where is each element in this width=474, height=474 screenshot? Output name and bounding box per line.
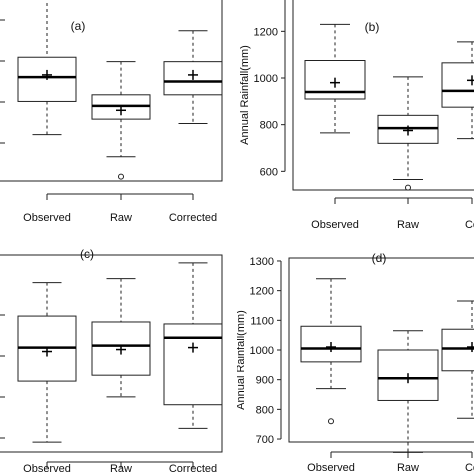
- y-tick-label: 700: [256, 434, 274, 446]
- x-tick-label: Observed: [23, 463, 71, 474]
- x-tick-label: Co: [465, 219, 474, 231]
- iqr-box: [441, 62, 474, 108]
- y-tick-label: 1200: [250, 286, 274, 298]
- outlier-point: [405, 184, 411, 191]
- panel-content: Observed Raw Corrected (a): [0, 0, 223, 224]
- y-tick-label: 800: [260, 120, 278, 132]
- outlier-point: [118, 173, 124, 180]
- y-tick-label: 1100: [250, 315, 274, 327]
- panel-content: Observed Raw Corrected (c): [0, 247, 223, 474]
- x-tick-label: Observed: [311, 219, 359, 231]
- y-tick-label: 900: [256, 375, 274, 387]
- x-tick-label: Observed: [23, 212, 71, 224]
- box-observed: [17, 282, 77, 443]
- box-co: [441, 41, 474, 140]
- x-tick-label: Corrected: [169, 212, 217, 224]
- x-tick-label: Raw: [110, 463, 132, 474]
- y-tick-label: 1300: [250, 256, 274, 268]
- panel-c: Observed Raw Corrected (c): [0, 247, 223, 474]
- panel-d: 700 800 900 1000 1100 1200 1300 Annual Rainfall…: [235, 251, 474, 474]
- panel-label: (c): [80, 247, 94, 261]
- box-corrected: [163, 262, 223, 429]
- panel-label: (d): [372, 251, 387, 265]
- panel-content: 600800100012001400Annual Rainfall(mm)Obs…: [239, 0, 474, 231]
- box-raw: [91, 61, 151, 180]
- y-tick-label: 1000: [254, 73, 278, 85]
- box-raw: [91, 278, 151, 398]
- panel-b: 600800100012001400Annual Rainfall(mm)Obs…: [239, 0, 474, 231]
- panel-label: (a): [71, 19, 86, 33]
- y-tick-label: 1200: [254, 26, 278, 38]
- plot-frame: [292, 0, 474, 191]
- panel-a: Observed Raw Corrected (a): [0, 0, 223, 224]
- x-tick-label: Corrected: [169, 463, 217, 474]
- x-tick-label: Raw: [110, 212, 132, 224]
- x-tick-label: Observed: [307, 462, 355, 474]
- box-corrected: [163, 30, 223, 125]
- y-tick-label: 600: [260, 166, 278, 178]
- x-tick-label: Co: [465, 462, 474, 474]
- y-axis-label: Annual Rainfall(mm): [239, 45, 251, 145]
- y-tick-label: 1000: [250, 345, 274, 357]
- outlier-point: [328, 418, 334, 425]
- y-axis-label: Annual Rainfall(mm): [235, 310, 247, 410]
- box-observed: [300, 278, 362, 425]
- panel-label: (b): [365, 20, 380, 34]
- iqr-box: [441, 328, 474, 372]
- y-tick-label: 800: [256, 404, 274, 416]
- box-raw: [377, 330, 439, 453]
- box-observed: [17, 0, 77, 136]
- box-co: [441, 300, 474, 419]
- x-tick-label: Raw: [397, 462, 419, 474]
- box-raw: [377, 76, 439, 191]
- box-observed: [304, 23, 366, 134]
- x-tick-label: Raw: [397, 219, 419, 231]
- plot-frame: [288, 257, 474, 443]
- panel-content: 700 800 900 1000 1100 1200 1300 Annual Rainfall…: [235, 251, 474, 474]
- iqr-box: [163, 323, 223, 406]
